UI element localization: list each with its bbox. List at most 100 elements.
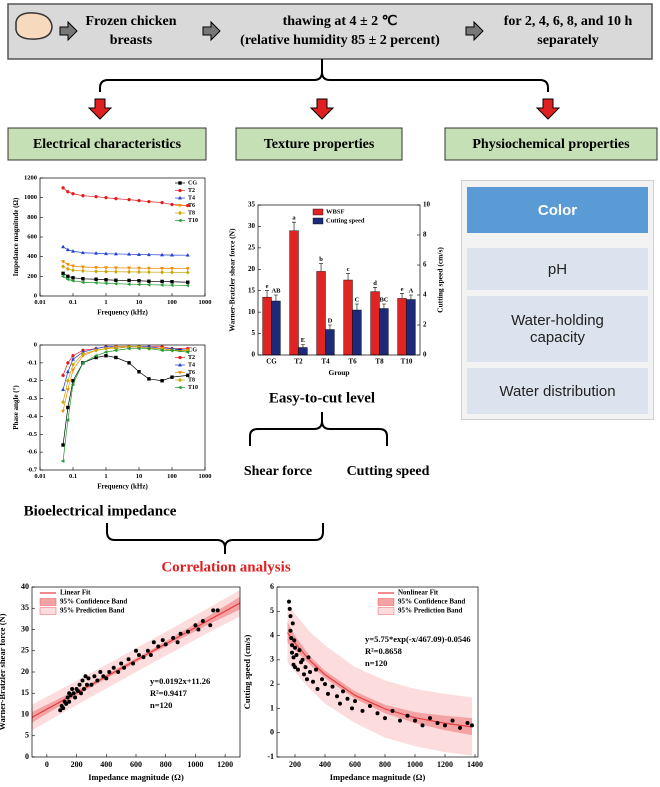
legend-swatch: [312, 208, 324, 216]
marker: [170, 270, 174, 275]
point: [305, 677, 309, 682]
x-tick-label: 1: [104, 299, 107, 306]
flow-arrow: [465, 20, 484, 42]
marker: [113, 281, 118, 286]
marker: [80, 360, 85, 365]
bar: [298, 347, 308, 356]
point: [67, 699, 72, 704]
x-tick-label: 0.1: [69, 473, 77, 480]
legend-label: T2: [188, 188, 195, 194]
marker: [127, 266, 132, 271]
bar: [370, 291, 380, 356]
point: [291, 655, 296, 660]
x-axis-label: Frequency (kHz): [97, 483, 148, 491]
marker: [113, 348, 118, 353]
point: [65, 695, 70, 700]
point: [287, 606, 292, 611]
section-title: Texture properties: [264, 137, 375, 152]
marker: [104, 266, 108, 270]
point: [353, 699, 357, 704]
point: [101, 674, 106, 679]
diagram: Frozen chicken breasts thawing at 4 ± 2 …: [7, 3, 658, 575]
point: [341, 689, 345, 694]
error-bar: [400, 292, 405, 299]
marker: [61, 271, 65, 276]
point: [420, 723, 425, 728]
marker: [94, 194, 98, 199]
marker: [103, 281, 108, 286]
significance-letter: AB: [271, 287, 281, 294]
y2-tick-label: 0: [423, 351, 427, 359]
point: [302, 672, 306, 677]
significance-letter: e: [401, 286, 404, 293]
point: [82, 687, 86, 691]
marker: [81, 193, 85, 198]
legend-label: 95% Prediction Band: [398, 607, 463, 615]
marker: [137, 198, 141, 203]
marker: [70, 382, 75, 387]
point: [288, 628, 293, 633]
chart: -1 0 1 2 3 4 5 6 200 400 600 800 1000 1200 1400 Cutting…: [242, 582, 483, 782]
legend-label: T4: [188, 195, 195, 201]
down-arrow: [535, 98, 561, 120]
y-tick-label: -0.4: [27, 413, 38, 420]
y-tick-label: 40: [21, 582, 29, 591]
chicken-icon: [15, 12, 53, 40]
marker: [71, 267, 75, 273]
point: [330, 684, 335, 689]
marker: [186, 373, 190, 378]
x-tick-label: 10: [136, 299, 143, 306]
y-tick-label: 25: [248, 243, 256, 251]
y-tick-label: 800: [27, 214, 37, 221]
y-tick-label: 15: [248, 286, 256, 294]
legend-label: T10: [188, 385, 198, 391]
flow-banner: [7, 3, 653, 60]
series-line: [62, 355, 188, 446]
point: [303, 665, 308, 670]
plot-frame: [257, 204, 421, 356]
texture-label: Easy-to-cut level: [269, 390, 375, 406]
marker: [66, 361, 70, 365]
marker: [71, 354, 75, 358]
marker: [103, 350, 108, 355]
down-arrow: [87, 98, 113, 120]
point: [300, 657, 305, 662]
point: [163, 642, 168, 647]
legend-marker: [178, 371, 182, 375]
marker: [185, 252, 190, 257]
bar: [343, 279, 353, 356]
marker: [93, 353, 98, 358]
marker: [113, 251, 118, 256]
marker: [146, 266, 151, 271]
marker: [186, 203, 190, 208]
marker: [126, 282, 131, 287]
error-bar: [346, 273, 351, 280]
y-tick-label: 30: [21, 624, 29, 633]
point: [375, 711, 380, 716]
marker: [146, 282, 151, 287]
point: [405, 713, 410, 718]
y2-tick-label: 8: [423, 231, 427, 239]
y-tick-label: 25: [21, 646, 29, 655]
x-tick-label: 1200: [217, 760, 233, 769]
point: [98, 670, 103, 674]
point: [314, 667, 318, 672]
marker: [66, 405, 70, 410]
physiochemical-panel: Color pH Water-holding capacity Water di…: [461, 180, 654, 420]
point: [116, 670, 121, 674]
marker: [65, 263, 70, 267]
x-tick-label: 400: [100, 760, 112, 769]
point: [308, 670, 312, 674]
marker: [169, 283, 174, 288]
chart: 0 200 400 600 800 1000 1200 0.01 0.1 1 10 100 1000 Im…: [12, 174, 211, 316]
point: [156, 644, 161, 649]
point: [390, 708, 395, 713]
point: [345, 696, 350, 701]
point: [290, 621, 295, 626]
y-tick-label: -0.6: [27, 449, 38, 456]
legend-marker: [178, 181, 182, 185]
flow-text: separately: [537, 33, 598, 48]
legend-label: T4: [188, 362, 195, 368]
point: [92, 674, 97, 679]
